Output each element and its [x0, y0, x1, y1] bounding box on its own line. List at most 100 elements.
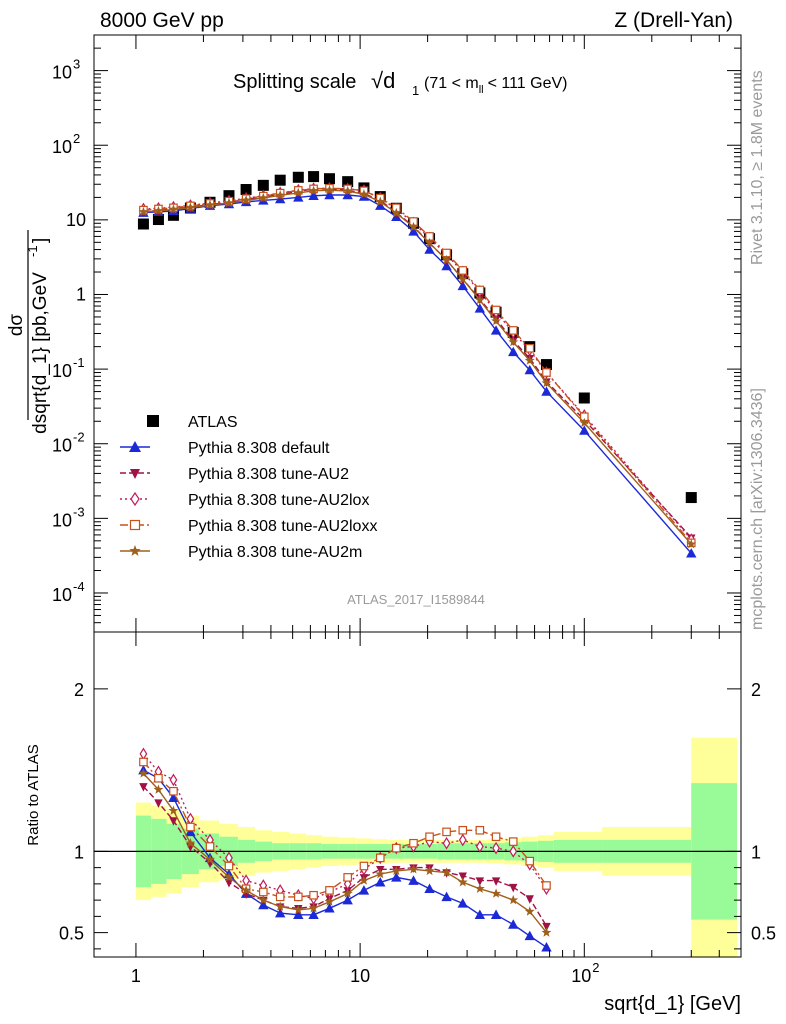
point-au2m [153, 205, 164, 216]
point-au2m [168, 204, 179, 214]
x-tick-exponent: 2 [592, 960, 599, 975]
point-default [541, 942, 552, 952]
point-au2m [541, 927, 552, 937]
point-default [408, 875, 419, 885]
point-au2m [408, 864, 419, 874]
point-au2lox [169, 773, 178, 787]
legend-item-au2lox: Pythia 8.308 tune-AU2lox [120, 491, 369, 509]
y-tick-label: 10 [52, 436, 72, 456]
point-au2 [458, 872, 467, 881]
point-atlas [578, 392, 590, 404]
point-au2m [275, 190, 286, 200]
point-default [541, 386, 552, 396]
point-au2m [342, 185, 353, 196]
ratio-ticks: 0.5 0.51 12 21 10 10 2 [59, 632, 776, 986]
point-au2 [224, 879, 234, 888]
legend-label: Pythia 8.308 tune-AU2loxx [188, 518, 377, 535]
ylabel-denominator: dsqrt{d_1} [pb,GeV [30, 272, 51, 434]
point-au2m [375, 868, 386, 879]
point-atlas [240, 184, 252, 196]
point-au2m [293, 187, 304, 198]
series-au2m [138, 768, 552, 937]
ratio-y-tick-label-right: 1 [751, 842, 761, 862]
legend-marker [129, 519, 141, 531]
point-atlas [685, 492, 697, 504]
ratio-bands [135, 737, 738, 957]
point-au2loxx [508, 837, 518, 846]
point-au2m [205, 199, 215, 210]
point-au2 [154, 799, 163, 808]
point-au2m [168, 805, 179, 815]
point-au2m [185, 838, 196, 848]
legend-label: Pythia 8.308 tune-AU2 [188, 466, 349, 483]
point-atlas [308, 171, 320, 183]
x-tick-label: 10 [350, 966, 370, 986]
point-au2lox [458, 833, 467, 847]
point-au2m [185, 202, 196, 212]
point-atlas [274, 174, 286, 186]
point-atlas [342, 176, 354, 188]
point-au2 [169, 817, 178, 826]
y-tick-label: 10 [52, 585, 72, 605]
point-au2m [224, 872, 234, 882]
point-default [391, 872, 402, 882]
point-au2loxx [409, 838, 418, 848]
point-au2loxx [325, 886, 334, 895]
point-au2m [224, 197, 234, 208]
x-tick-label: 1 [131, 966, 141, 986]
main-ylabel: dσ dsqrt{d_1} [pb,GeV -1 ] [6, 230, 51, 434]
point-default [441, 260, 452, 271]
point-default [358, 885, 370, 895]
point-au2 [139, 783, 148, 792]
point-au2m [474, 883, 485, 893]
point-au2lox [475, 840, 484, 853]
point-au2m [258, 894, 269, 905]
ratio-y-tick-label: 2 [74, 680, 84, 700]
title-root-symbol: √d [371, 68, 395, 93]
ratio-y-tick-label-right: 2 [751, 680, 761, 700]
main-series-group [137, 171, 697, 558]
legend-label: ATLAS [188, 414, 238, 431]
point-au2m [241, 885, 251, 895]
y-tick-exponent: 3 [73, 57, 80, 72]
ylabel-end: ] [30, 238, 51, 243]
point-au2loxx [458, 266, 468, 275]
point-au2 [525, 895, 534, 904]
point-au2m [293, 904, 304, 915]
analysis-watermark: ATLAS_2017_I1589844 [347, 592, 485, 607]
y-tick-exponent: -1 [73, 355, 85, 370]
point-au2loxx [525, 344, 535, 353]
point-au2m [457, 274, 468, 284]
point-default [490, 909, 502, 919]
y-tick-exponent: -3 [73, 504, 85, 519]
point-au2loxx [169, 786, 178, 796]
ratio-y-tick-label: 0.5 [59, 924, 84, 944]
point-au2 [542, 922, 551, 932]
point-au2loxx [508, 326, 518, 335]
x-axis-label: sqrt{d_1} [GeV] [604, 993, 741, 1015]
legend-marker [147, 415, 159, 427]
point-au2m [205, 854, 215, 864]
point-au2m [375, 196, 386, 206]
point-au2loxx [491, 832, 501, 842]
series-line-au2 [143, 188, 692, 539]
ratio-y-tick-label: 1 [74, 842, 84, 862]
point-default [185, 826, 196, 837]
point-au2 [475, 877, 485, 886]
point-default [579, 425, 590, 435]
point-au2loxx [525, 856, 535, 866]
series-au2 [139, 185, 696, 543]
point-default [524, 930, 535, 941]
point-au2m [138, 206, 149, 217]
point-au2loxx [442, 827, 451, 837]
rivet-label: Rivet 3.1.10, ≥ 1.8M events [749, 70, 766, 265]
point-default [293, 192, 304, 202]
point-au2m [359, 189, 369, 199]
point-default [424, 883, 435, 893]
x-tick-label: 10 [571, 966, 591, 986]
point-default [293, 909, 304, 919]
ratio-series-group [138, 747, 552, 952]
point-au2lox [442, 836, 451, 850]
y-tick-label: 1 [76, 284, 86, 304]
point-default [474, 909, 486, 919]
